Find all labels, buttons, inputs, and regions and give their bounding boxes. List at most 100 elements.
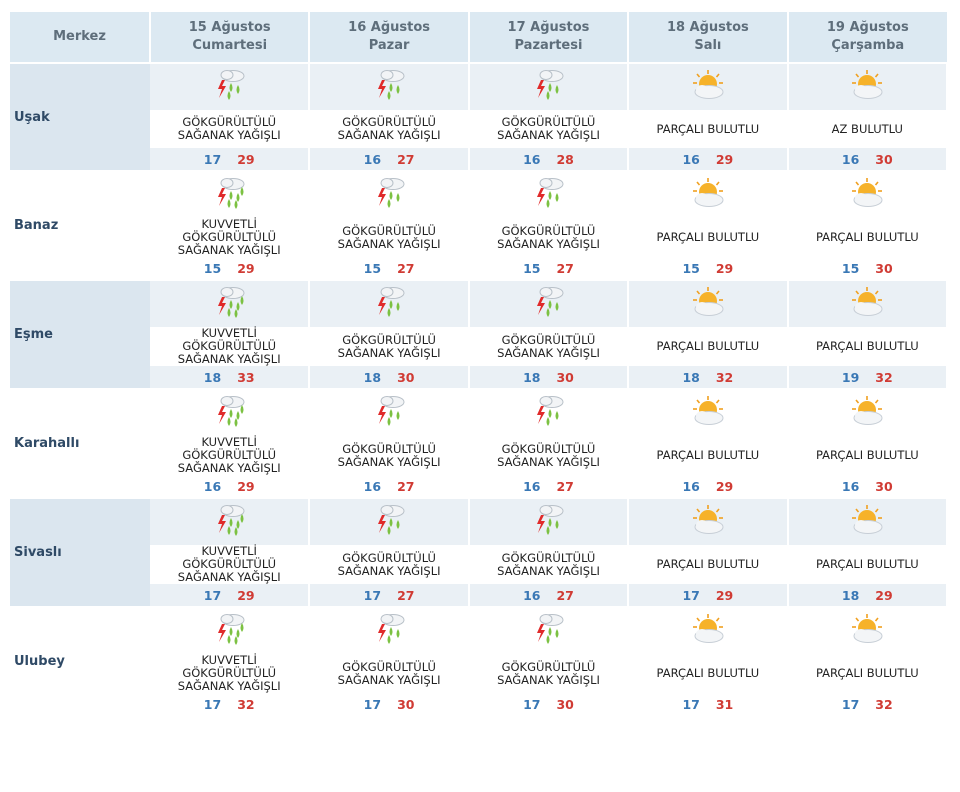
temperature-cell: 16 29 xyxy=(150,475,311,498)
low-temp: 15 xyxy=(523,260,541,276)
condition-text: PARÇALI BULUTLU xyxy=(787,654,949,693)
weather-icon-cell xyxy=(150,62,311,110)
condition-line: SAĞANAK YAĞIŞLI xyxy=(177,679,281,693)
condition-text: GÖKGÜRÜLTÜLÜ SAĞANAK YAĞIŞLI xyxy=(468,327,630,366)
condition-text: PARÇALI BULUTLU xyxy=(787,545,949,584)
temperature-cell: 17 30 xyxy=(309,693,470,715)
low-temp: 16 xyxy=(841,478,860,494)
temperature-cell: 15 29 xyxy=(150,257,311,280)
temperature-cell: 17 30 xyxy=(468,693,630,715)
high-temp: 29 xyxy=(715,478,734,494)
condition-line: GÖKGÜRÜLTÜLÜ xyxy=(342,115,436,129)
condition-line: GÖKGÜRÜLTÜLÜ xyxy=(342,332,436,347)
weather-icon-cell xyxy=(150,606,311,654)
high-temp: 29 xyxy=(237,478,255,494)
partly-cloudy-icon xyxy=(688,70,728,106)
weather-icon-cell xyxy=(150,497,311,545)
temperature-row: 17 29 17 27 16 27 17 29 18 29 xyxy=(10,584,949,607)
condition-line: KUVVETLİ xyxy=(201,217,257,231)
low-temp: 17 xyxy=(682,587,700,603)
weather-icon-cell xyxy=(468,170,630,218)
day-weekday: Çarşamba xyxy=(831,38,905,53)
condition-line: GÖKGÜRÜLTÜLÜ xyxy=(182,448,277,462)
low-temp: 16 xyxy=(203,478,222,494)
condition-line: GÖKGÜRÜLTÜLÜ xyxy=(342,441,436,456)
weather-icon-cell xyxy=(309,279,470,327)
day-date: 17 Ağustos xyxy=(507,20,590,35)
partly-cloudy-icon xyxy=(688,614,728,650)
low-temp: 15 xyxy=(203,260,222,276)
condition-row: GÖKGÜRÜLTÜLÜ SAĞANAK YAĞIŞLI GÖKGÜRÜLTÜLÜ S… xyxy=(10,110,949,148)
condition-text: PARÇALI BULUTLU xyxy=(787,327,949,366)
high-temp: 29 xyxy=(237,260,255,276)
condition-text: GÖKGÜRÜLTÜLÜ SAĞANAK YAĞIŞLI xyxy=(468,110,630,148)
condition-text: GÖKGÜRÜLTÜLÜ SAĞANAK YAĞIŞLI xyxy=(309,436,470,475)
weather-icon-cell xyxy=(628,279,789,327)
low-temp: 16 xyxy=(363,151,382,167)
thunderstorm-rain-icon xyxy=(528,287,568,323)
high-temp: 29 xyxy=(715,587,734,603)
day-date: 16 Ağustos xyxy=(348,20,431,35)
thunderstorm-rain-icon xyxy=(528,178,568,214)
low-temp: 18 xyxy=(523,369,541,385)
condition-text: GÖKGÜRÜLTÜLÜ SAĞANAK YAĞIŞLI xyxy=(309,110,470,148)
high-temp: 32 xyxy=(237,696,255,712)
low-temp: 18 xyxy=(841,587,860,603)
condition-line: SAĞANAK YAĞIŞLI xyxy=(337,563,441,578)
condition-text: KUVVETLİ GÖKGÜRÜLTÜLÜ SAĞANAK YAĞIŞLI xyxy=(150,435,311,475)
temperature-cell: 15 29 xyxy=(628,257,789,280)
condition-line: KUVVETLİ xyxy=(201,544,257,558)
condition-line: SAĞANAK YAĞIŞLI xyxy=(497,236,600,251)
weather-icon-cell xyxy=(468,62,630,110)
day-header: 19 Ağustos Çarşamba xyxy=(787,12,947,63)
condition-line: KUVVETLİ xyxy=(201,435,257,449)
forecast-body: Uşak GÖKGÜRÜLTÜLÜ SAĞANAK YAĞIŞLI GÖKGÜRÜLT… xyxy=(10,62,949,715)
condition-line: PARÇALI BULUTLU xyxy=(656,448,760,462)
condition-line: AZ BULUTLU xyxy=(831,121,903,136)
thunderstorm-rain-icon xyxy=(369,70,409,106)
low-temp: 17 xyxy=(841,696,860,712)
condition-text: GÖKGÜRÜLTÜLÜ SAĞANAK YAĞIŞLI xyxy=(468,436,630,475)
partly-cloudy-icon xyxy=(688,178,728,214)
condition-line: PARÇALI BULUTLU xyxy=(656,339,760,353)
condition-text: GÖKGÜRÜLTÜLÜ SAĞANAK YAĞIŞLI xyxy=(150,110,311,148)
condition-text: GÖKGÜRÜLTÜLÜ SAĞANAK YAĞIŞLI xyxy=(309,654,470,693)
low-temp: 17 xyxy=(363,587,382,603)
low-temp: 15 xyxy=(682,260,700,276)
weather-icon-cell xyxy=(309,388,470,436)
condition-row: KUVVETLİ GÖKGÜRÜLTÜLÜ SAĞANAK YAĞIŞLI GÖKGÜ… xyxy=(10,435,949,475)
day-date: 15 Ağustos xyxy=(188,20,271,35)
day-weekday: Salı xyxy=(694,38,722,53)
high-temp: 27 xyxy=(556,587,574,603)
low-temp: 18 xyxy=(203,369,222,385)
weather-icon-cell xyxy=(787,388,949,436)
temperature-cell: 18 30 xyxy=(468,366,630,389)
high-temp: 27 xyxy=(397,151,415,167)
condition-line: GÖKGÜRÜLTÜLÜ xyxy=(342,550,436,565)
condition-line: SAĞANAK YAĞIŞLI xyxy=(177,128,281,142)
condition-line: GÖKGÜRÜLTÜLÜ xyxy=(501,115,596,129)
condition-line: GÖKGÜRÜLTÜLÜ xyxy=(182,666,277,680)
condition-text: GÖKGÜRÜLTÜLÜ SAĞANAK YAĞIŞLI xyxy=(309,545,470,584)
condition-line: SAĞANAK YAĞIŞLI xyxy=(177,570,281,584)
condition-text: GÖKGÜRÜLTÜLÜ SAĞANAK YAĞIŞLI xyxy=(468,545,630,584)
condition-text: AZ BULUTLU xyxy=(787,110,949,148)
condition-row: KUVVETLİ GÖKGÜRÜLTÜLÜ SAĞANAK YAĞIŞLI GÖKGÜ… xyxy=(10,326,949,366)
weather-icon-cell xyxy=(628,62,789,110)
low-temp: 16 xyxy=(523,151,541,167)
condition-line: SAĞANAK YAĞIŞLI xyxy=(497,672,600,687)
partly-cloudy-icon xyxy=(847,70,887,106)
temperature-cell: 17 32 xyxy=(787,693,949,715)
day-date: 18 Ağustos xyxy=(666,20,749,35)
condition-line: PARÇALI BULUTLU xyxy=(656,666,760,680)
temperature-cell: 15 27 xyxy=(468,257,630,280)
temperature-cell: 18 30 xyxy=(309,366,470,389)
condition-line: PARÇALI BULUTLU xyxy=(815,666,919,680)
condition-text: PARÇALI BULUTLU xyxy=(628,545,789,584)
high-temp: 27 xyxy=(397,260,415,276)
high-temp: 27 xyxy=(397,478,415,494)
high-temp: 32 xyxy=(875,696,893,712)
condition-line: SAĞANAK YAĞIŞLI xyxy=(337,236,441,251)
condition-text: GÖKGÜRÜLTÜLÜ SAĞANAK YAĞIŞLI xyxy=(309,218,470,257)
condition-line: KUVVETLİ xyxy=(201,326,257,340)
